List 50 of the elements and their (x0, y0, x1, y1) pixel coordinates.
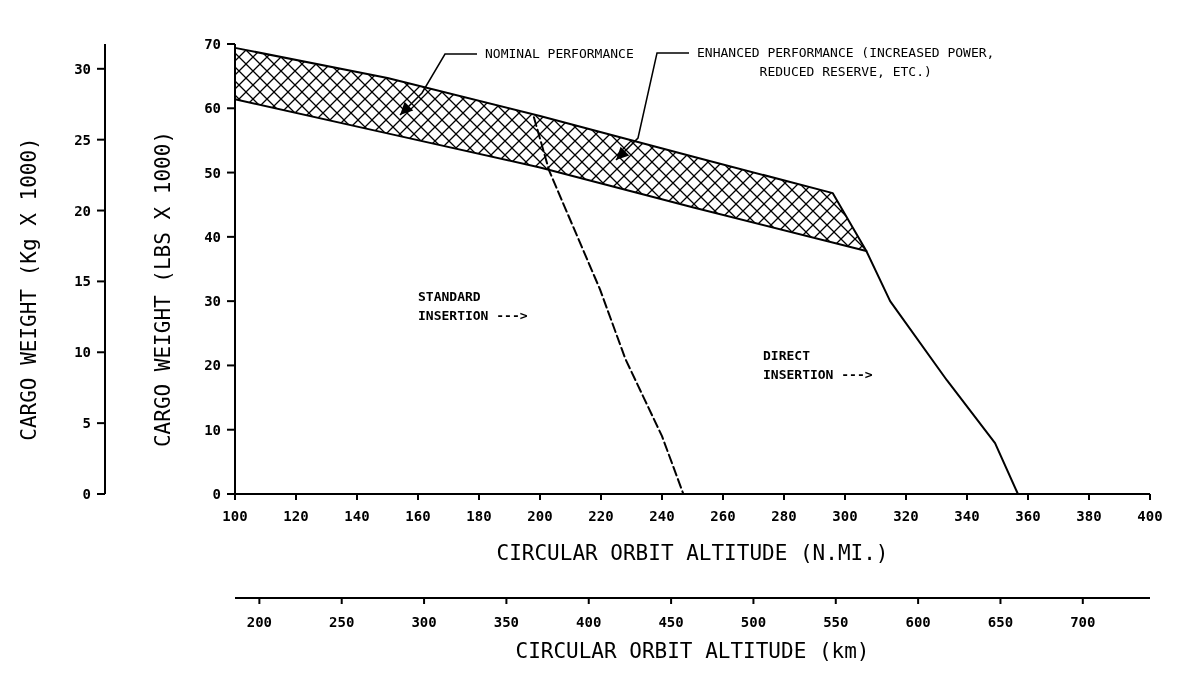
x-tick-label: 340 (954, 508, 980, 524)
x2-tick-label: 500 (740, 614, 767, 630)
x2-tick-label: 400 (576, 614, 602, 630)
x-tick-label: 100 (222, 508, 248, 524)
x-tick-label: 180 (466, 508, 492, 524)
x2-tick-label: 250 (329, 614, 355, 630)
x2-tick-label: 700 (1070, 614, 1096, 630)
x-tick-label: 140 (344, 508, 370, 524)
y2-tick-label: 30 (74, 60, 91, 77)
x-tick-label: 360 (1015, 508, 1041, 524)
y-tick-label: 0 (212, 486, 221, 502)
y-tick-label: 10 (204, 421, 221, 438)
x2-tick-label: 200 (246, 614, 273, 630)
y-tick-label: 30 (204, 293, 221, 310)
y2-tick-label: 25 (74, 131, 91, 148)
x-tick-label: 220 (588, 508, 614, 524)
x2-tick-label: 650 (987, 614, 1014, 630)
x-tick-label: 400 (1137, 508, 1163, 524)
annotation: ENHANCED PERFORMANCE (INCREASED POWER, REDUCED RESERVE, ETC.) (697, 45, 995, 79)
x-tick-label: 200 (527, 508, 553, 524)
x-tick-label: 300 (832, 508, 858, 524)
x-tick-label: 320 (893, 508, 919, 524)
annotation: STANDARD INSERTION ---> (418, 289, 528, 323)
y-tick-label: 50 (204, 164, 221, 181)
x2-tick-label: 450 (658, 614, 684, 630)
x2-tick-label: 550 (823, 614, 849, 630)
x-axis-title: CIRCULAR ORBIT ALTITUDE (N.MI.) (496, 541, 889, 565)
x-tick-label: 260 (710, 508, 736, 524)
x-tick-label: 380 (1076, 508, 1102, 524)
y2-tick-label: 20 (74, 202, 91, 219)
x-tick-label: 280 (771, 508, 797, 524)
annotation: DIRECT INSERTION ---> (763, 348, 873, 382)
y2-tick-label: 0 (82, 486, 91, 502)
x2-tick-label: 350 (493, 614, 520, 630)
x2-tick-label: 300 (411, 614, 437, 630)
x-tick-label: 240 (649, 508, 675, 524)
y2-tick-label: 5 (82, 415, 91, 432)
y2-tick-label: 15 (74, 273, 91, 290)
y-axis-title: CARGO WEIGHT (LBS X 1000) (151, 130, 175, 448)
y-tick-label: 20 (204, 357, 221, 374)
x-tick-label: 160 (405, 508, 431, 524)
y-tick-label: 70 (204, 36, 221, 52)
y2-axis-title: CARGO WEIGHT (Kg X 1000) (17, 137, 41, 441)
annotation: NOMINAL PERFORMANCE (485, 46, 634, 61)
y-tick-label: 40 (204, 228, 221, 245)
x-tick-label: 120 (283, 508, 309, 524)
y-tick-label: 60 (204, 100, 221, 117)
x2-tick-label: 600 (905, 614, 931, 630)
x2-axis-title: CIRCULAR ORBIT ALTITUDE (km) (515, 639, 870, 663)
y2-tick-label: 10 (74, 344, 91, 361)
